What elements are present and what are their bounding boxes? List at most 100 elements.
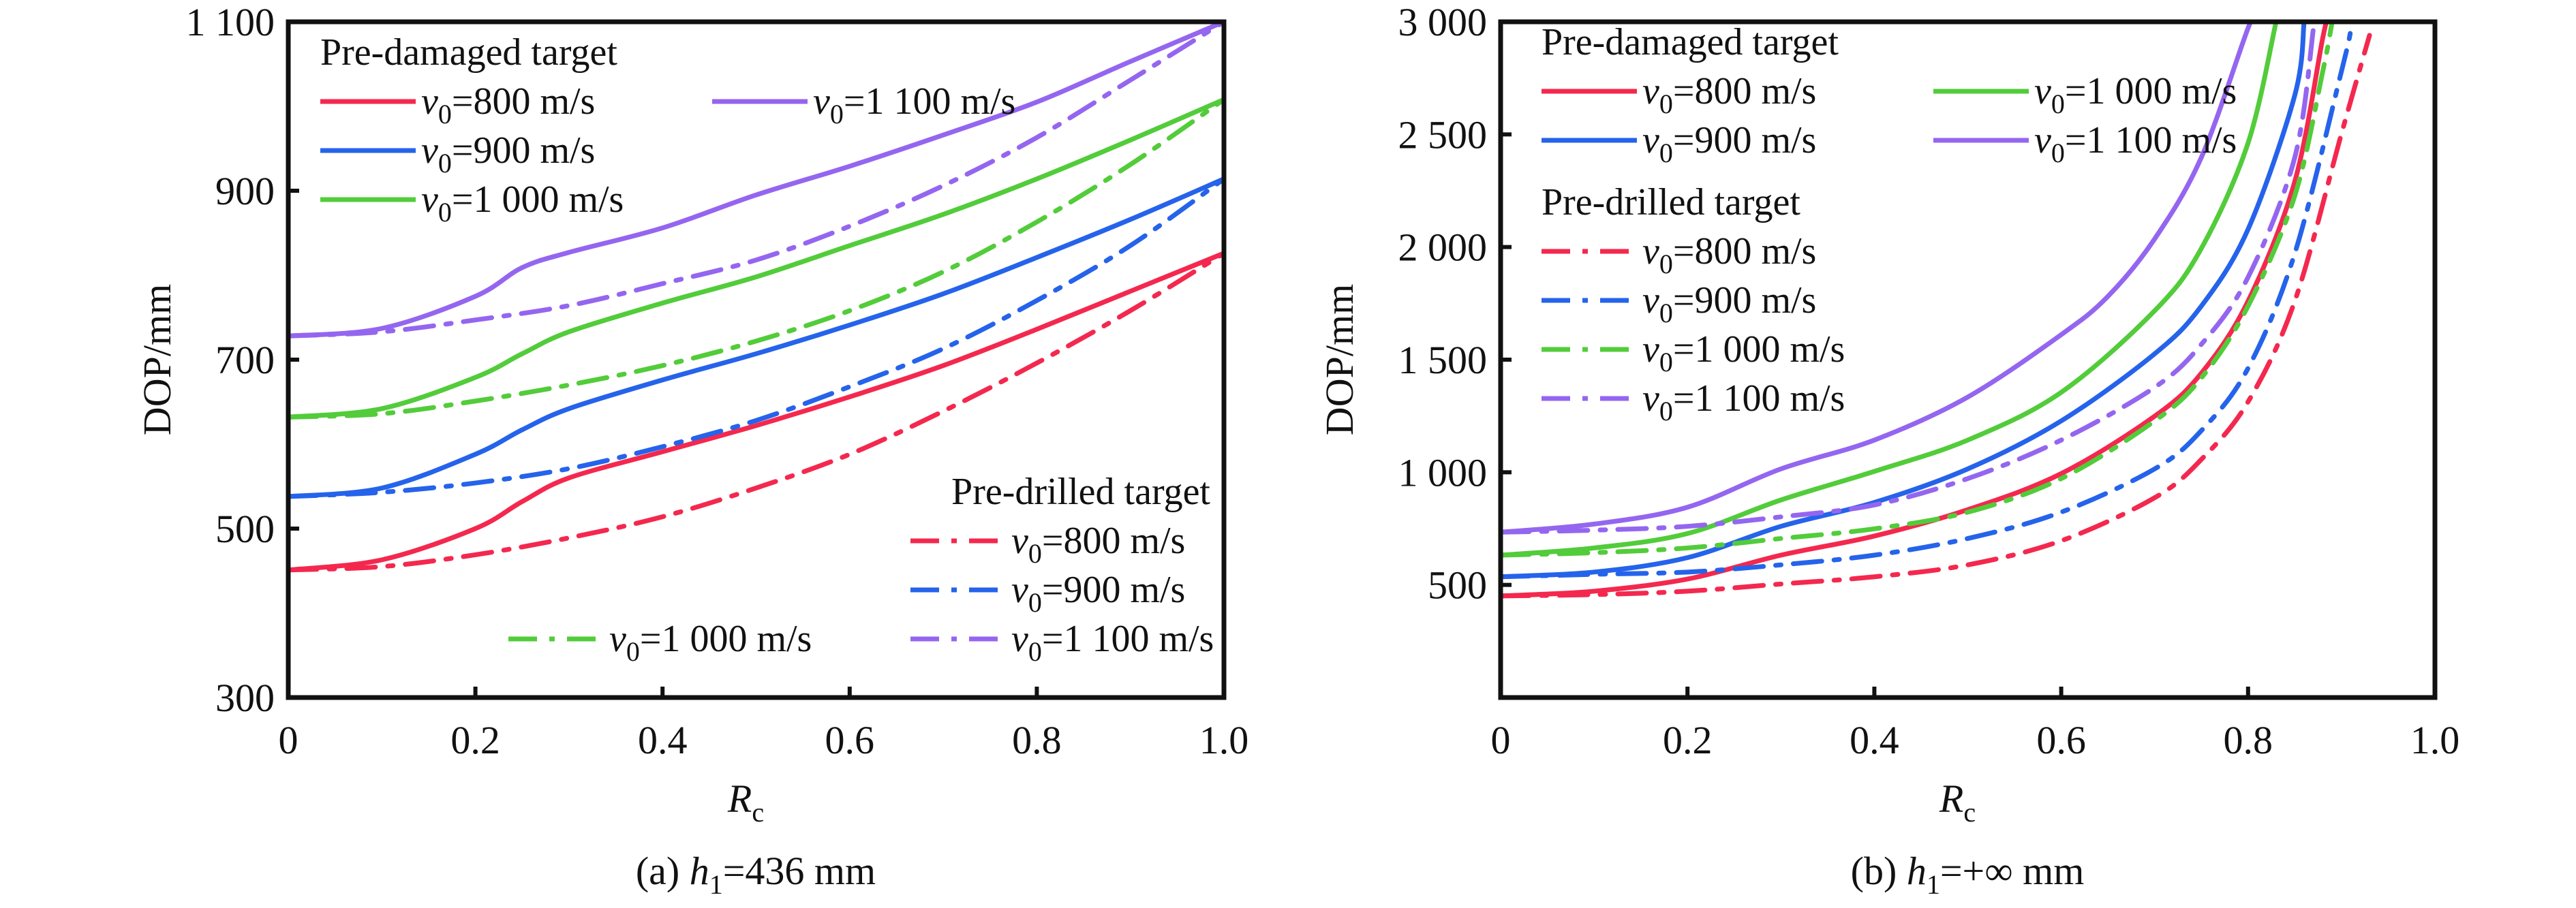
series-line-pre-damaged-3 [1501,22,2256,535]
legend-value: =1 000 m/s [2065,70,2237,112]
x-tick-label: 0.2 [450,718,500,762]
panel-caption: (a) h1=436 mm [636,849,876,900]
series-line-pre-drilled-6 [288,97,1224,420]
x-tick-label: 0.8 [2224,718,2273,762]
legend-var: v [1642,279,1659,322]
legend-value: =800 m/s [1042,520,1186,562]
legend-value: =1 100 m/s [2065,119,2237,161]
legend-var: v [1011,618,1028,660]
legend-value: =800 m/s [1673,70,1817,112]
series-line-pre-drilled-5 [1501,28,2354,580]
legend-var: v [2034,70,2051,112]
y-axis-label: DOP/mm [135,284,179,435]
legend-sub: 0 [1659,396,1673,426]
legend-var: v [421,129,438,172]
legend-value: =1 100 m/s [1673,377,1845,420]
y-tick-label: 2 500 [1398,112,1488,157]
x-tick-label: 0.8 [1012,718,1062,762]
caption-sub: 1 [1927,869,1940,900]
x-tick-label: 1.0 [2410,718,2460,762]
legend-label: v0=1 000 m/s [1642,328,1845,377]
caption-prefix: (a) [636,849,690,893]
x-axis-label: Rc [727,777,764,828]
y-tick-label: 900 [215,169,275,213]
series-line-pre-damaged-0 [288,251,1224,573]
y-tick-label: 500 [215,507,275,551]
legend-var: v [1642,70,1659,112]
legend-label: v0=800 m/s [1642,230,1816,279]
legend-sub: 0 [1659,89,1673,119]
legend-value: =1 000 m/s [452,178,624,221]
chart-panel-a: 0 0.2 0.4 0.6 0.8 1.0 300 500 700 900 1 100 DOP/mm R… [135,0,1248,900]
legend-var: v [421,80,438,123]
caption-var: h [1907,849,1927,893]
legend-label: v0=1 000 m/s [609,618,812,667]
legend-var: v [609,618,626,660]
legend-label: v0=900 m/s [1642,119,1816,168]
legend-value: =1 000 m/s [640,618,812,660]
legend-sub: 0 [1659,138,1673,168]
legend-label: v0=1 000 m/s [421,178,624,228]
series-line-pre-drilled-4 [1501,33,2372,599]
legend-value: =1 100 m/s [844,80,1016,123]
legend-title: Pre-drilled target [1542,181,1800,223]
legend-label: v0=1 000 m/s [2034,70,2237,119]
legend-var: v [2034,119,2051,161]
x-tick-label: 0.4 [638,718,688,762]
legend-sub: 0 [1659,249,1673,279]
y-tick-label: 1 500 [1398,338,1488,382]
legend-var: v [1011,520,1028,562]
y-tick-label: 3 000 [1398,0,1488,44]
legend-sub: 0 [2051,89,2065,119]
legend-value: =900 m/s [452,129,596,172]
series-line-pre-drilled-5 [288,176,1224,499]
legend-value: =900 m/s [1673,119,1817,161]
legend-var: v [1642,230,1659,272]
caption-prefix: (b) [1851,849,1907,893]
y-tick-label: 1 100 [186,0,275,44]
legend-label: v0=900 m/s [1011,569,1185,618]
legend-sub: 0 [830,99,844,129]
x-axis-sub: c [1963,797,1976,828]
caption-sub: 1 [709,869,723,900]
legend-sub: 0 [1028,587,1042,618]
legend-label: v0=900 m/s [1642,279,1816,328]
legend-title: Pre-drilled target [951,471,1210,513]
legend-label: v0=1 100 m/s [813,80,1015,129]
series-line-pre-drilled-6 [1501,22,2335,558]
legend-label: v0=800 m/s [421,80,595,129]
legend-sub: 0 [438,148,452,178]
x-tick-label: 0.4 [1850,718,1899,762]
y-tick-label: 1 000 [1398,450,1488,495]
legend-sub: 0 [1028,538,1042,569]
legend-label: v0=1 100 m/s [1011,618,1214,667]
y-tick-label: 300 [215,676,275,720]
series-line-pre-drilled-7 [288,22,1224,339]
legend-sub: 0 [438,197,452,228]
legend-value: =900 m/s [1673,279,1817,322]
legend-value: =800 m/s [452,80,596,123]
legend-sub: 0 [1659,347,1673,377]
y-tick-label: 2 000 [1398,225,1488,270]
legend-sub: 0 [1028,636,1042,667]
x-tick-label: 0.6 [825,718,875,762]
x-tick-label: 0 [279,718,298,762]
legend-value: =800 m/s [1673,230,1817,272]
series-line-pre-damaged-1 [288,176,1224,499]
series-line-pre-drilled-7 [1501,25,2316,535]
legend-value: =900 m/s [1042,569,1186,611]
legend-label: v0=1 100 m/s [1642,377,1845,426]
legend-title: Pre-damaged target [320,31,617,74]
legend-value: =1 000 m/s [1673,328,1845,371]
legend-value: =1 100 m/s [1042,618,1214,660]
series-line-pre-damaged-2 [288,97,1224,420]
series-line-pre-damaged-2 [1501,22,2279,558]
x-axis-sub: c [752,797,764,828]
legend-sub: 0 [2051,138,2065,168]
legend-label: v0=1 100 m/s [2034,119,2237,168]
